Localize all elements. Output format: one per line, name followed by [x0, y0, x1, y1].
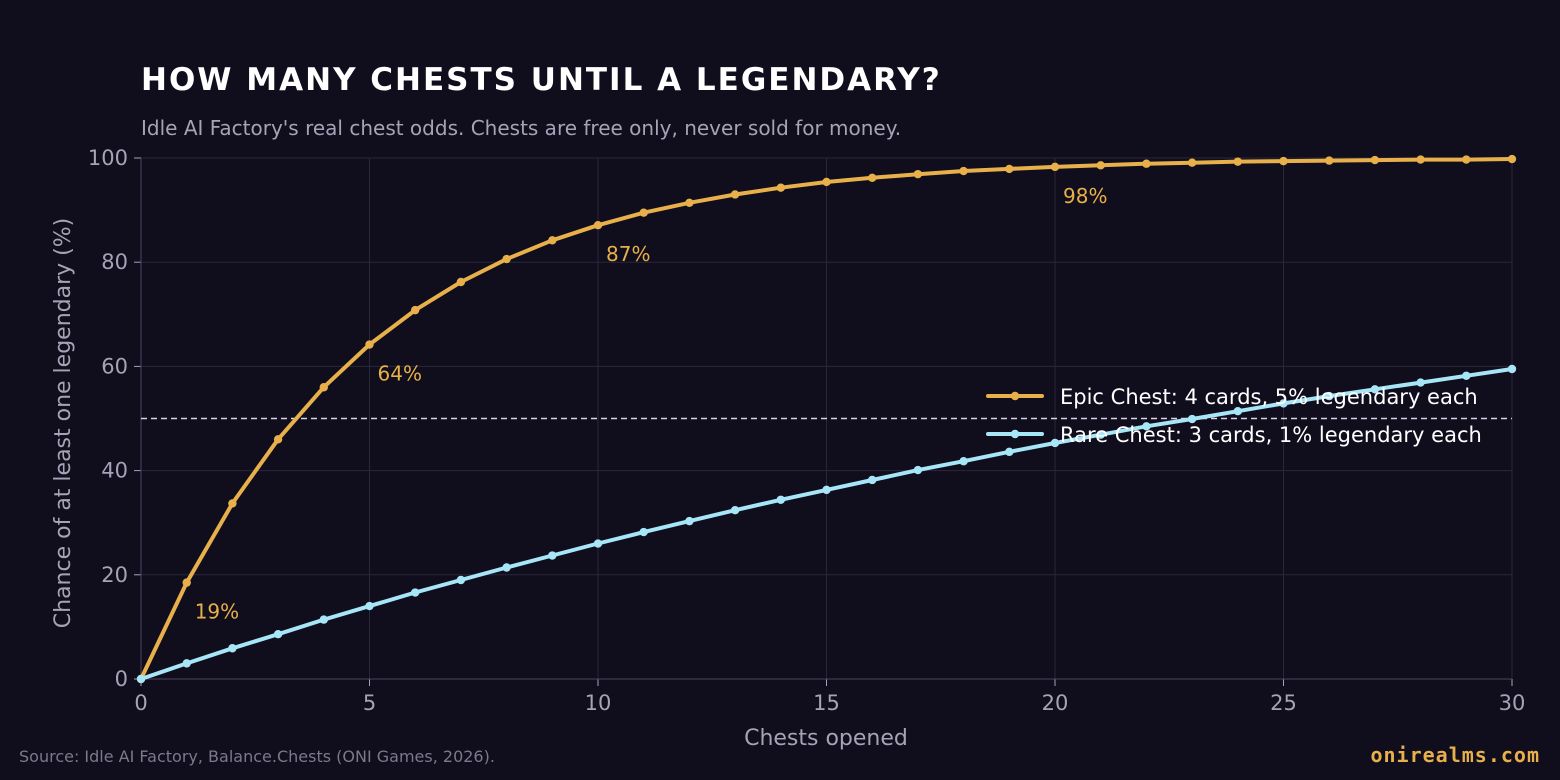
data-point	[365, 340, 374, 349]
legend-swatch-marker	[1010, 391, 1020, 401]
data-point	[868, 475, 877, 485]
x-tick-label: 20	[1042, 691, 1069, 715]
data-point	[1279, 399, 1288, 408]
brand-watermark: onirealms.com	[1370, 743, 1540, 767]
data-point	[1233, 157, 1243, 166]
series-1	[136, 364, 1517, 684]
data-point	[411, 305, 420, 315]
y-tick-label: 20	[101, 563, 128, 587]
chart-subtitle: Idle AI Factory's real chest odds. Chest…	[141, 116, 902, 140]
legend-entry: Rare Chest: 3 cards, 1% legendary each	[1060, 423, 1482, 447]
data-point	[685, 198, 694, 208]
data-point	[273, 629, 283, 639]
x-tick-label: 25	[1270, 691, 1297, 715]
data-point	[1416, 155, 1425, 164]
x-tick-label: 10	[585, 691, 612, 715]
data-label: 98%	[1063, 184, 1107, 208]
data-point	[502, 254, 511, 264]
legend: Epic Chest: 4 cards, 5% legendary each Ra…	[986, 385, 1482, 447]
data-point	[776, 495, 785, 504]
data-point	[959, 166, 968, 176]
data-point	[913, 465, 923, 475]
data-point	[319, 615, 328, 624]
data-point	[502, 563, 511, 572]
y-tick-label: 0	[115, 667, 128, 691]
data-point	[1096, 161, 1105, 170]
data-point	[868, 173, 877, 182]
data-label: 87%	[606, 242, 650, 266]
y-tick-label: 40	[101, 459, 128, 483]
x-tick-label: 5	[363, 691, 376, 715]
data-point	[365, 601, 374, 611]
data-point	[136, 674, 146, 684]
data-point	[639, 527, 648, 537]
legend-swatch-marker	[1010, 429, 1020, 439]
data-point	[593, 221, 603, 230]
data-point	[1187, 414, 1197, 424]
data-point	[1142, 159, 1151, 168]
y-tick-label: 80	[101, 250, 128, 274]
data-point	[1233, 407, 1243, 416]
source-note: Source: Idle AI Factory, Balance.Chests …	[19, 747, 495, 766]
data-point	[1507, 364, 1517, 374]
data-point	[730, 190, 740, 199]
data-point	[1370, 385, 1380, 394]
data-point	[273, 435, 283, 444]
data-point	[228, 644, 237, 653]
x-axis-label: Chests opened	[744, 726, 908, 751]
y-axis-label: Chance of at least one legendary (%)	[51, 218, 76, 628]
data-point	[1507, 154, 1517, 164]
data-point	[1279, 156, 1288, 166]
data-point	[1142, 422, 1151, 431]
data-point	[1050, 438, 1060, 448]
data-point	[548, 236, 557, 245]
data-point	[1462, 155, 1471, 164]
data-point	[1005, 447, 1014, 457]
data-point	[1187, 158, 1197, 167]
data-point	[959, 457, 968, 466]
chart-title: HOW MANY CHESTS UNTIL A LEGENDARY?	[141, 62, 942, 98]
data-point	[456, 575, 466, 585]
data-point	[822, 485, 831, 495]
data-labels: 19% 64% 87% 98%	[195, 184, 1108, 624]
data-point	[182, 578, 191, 587]
data-point	[548, 551, 557, 560]
data-label: 19%	[195, 600, 239, 624]
y-tick-label: 100	[88, 146, 128, 170]
data-point	[182, 659, 191, 668]
data-point	[639, 208, 648, 217]
data-point	[228, 499, 237, 508]
x-tick-label: 0	[134, 691, 147, 715]
x-tick-label: 30	[1499, 691, 1526, 715]
data-label: 64%	[378, 362, 422, 386]
x-tick-label: 15	[813, 691, 840, 715]
legend-entry: Epic Chest: 4 cards, 5% legendary each	[1060, 385, 1478, 409]
data-point	[822, 177, 831, 187]
data-point	[593, 539, 603, 548]
data-point	[1462, 371, 1471, 380]
data-point	[319, 383, 328, 392]
data-point	[776, 183, 785, 192]
data-point	[1005, 164, 1014, 174]
data-point	[1416, 378, 1425, 387]
data-point	[1325, 391, 1334, 401]
series-layer	[136, 154, 1517, 684]
data-point	[1370, 155, 1380, 165]
data-point	[411, 588, 420, 597]
series-0	[136, 154, 1517, 684]
data-point	[730, 505, 740, 515]
data-point	[685, 516, 694, 526]
data-point	[1050, 162, 1060, 172]
axes: 0 5 10 15 20 25 30 0 20 40 60 80 100	[88, 146, 1525, 715]
data-point	[456, 277, 466, 287]
data-point	[913, 169, 923, 179]
y-tick-label: 60	[101, 354, 128, 378]
data-point	[1096, 430, 1105, 439]
data-point	[1325, 156, 1334, 165]
